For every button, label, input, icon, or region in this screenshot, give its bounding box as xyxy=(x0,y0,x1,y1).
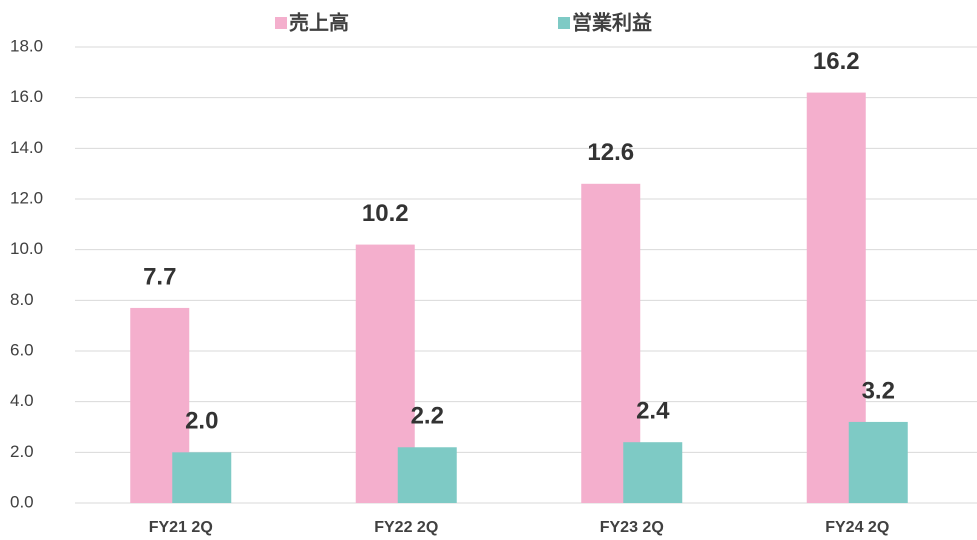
legend-swatch xyxy=(275,17,287,29)
data-label: 3.2 xyxy=(862,377,895,404)
bar xyxy=(172,452,232,503)
y-tick-label: 0.0 xyxy=(10,492,34,511)
y-tick-label: 16.0 xyxy=(10,87,43,106)
data-label: 7.7 xyxy=(143,263,176,290)
bar xyxy=(397,447,457,503)
y-tick-label: 2.0 xyxy=(10,442,34,461)
x-tick-label: FY22 2Q xyxy=(374,519,438,536)
data-label: 12.6 xyxy=(587,139,634,166)
y-tick-label: 6.0 xyxy=(10,340,34,359)
x-tick-label: FY21 2Q xyxy=(149,519,213,536)
legend-label: 営業利益 xyxy=(572,10,652,34)
data-label: 16.2 xyxy=(813,48,860,75)
bar xyxy=(623,442,683,503)
y-tick-label: 8.0 xyxy=(10,290,34,309)
legend-label: 売上高 xyxy=(289,10,349,34)
data-label: 2.0 xyxy=(185,408,218,435)
data-label: 2.2 xyxy=(411,403,444,430)
legend-swatch xyxy=(558,17,570,29)
y-tick-label: 12.0 xyxy=(10,188,43,207)
x-tick-label: FY24 2Q xyxy=(825,519,889,536)
y-tick-label: 10.0 xyxy=(10,239,43,258)
y-tick-label: 18.0 xyxy=(10,36,43,55)
data-label: 10.2 xyxy=(362,200,409,227)
y-tick-label: 14.0 xyxy=(10,138,43,157)
y-tick-label: 4.0 xyxy=(10,391,34,410)
bar xyxy=(848,421,908,503)
x-tick-label: FY23 2Q xyxy=(600,519,664,536)
data-label: 2.4 xyxy=(636,398,670,425)
